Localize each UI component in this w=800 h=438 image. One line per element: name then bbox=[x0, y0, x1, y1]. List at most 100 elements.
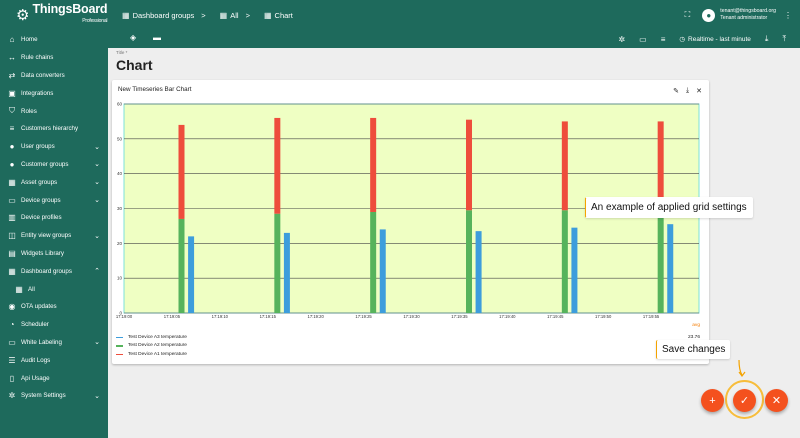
sidebar-item-ota-updates[interactable]: ◉ OTA updates bbox=[0, 298, 108, 316]
sidebar-item-entity-view-groups[interactable]: ◫ Entity view groups ⌄ bbox=[0, 227, 108, 245]
sidebar-item-widgets-library[interactable]: ▤ Widgets Library bbox=[0, 245, 108, 263]
sidebar-item-system-settings[interactable]: ✲ System Settings ⌄ bbox=[0, 387, 108, 405]
device-profile-icon: ▥ bbox=[8, 213, 16, 223]
x-tick-label: 17:19:15 bbox=[260, 314, 277, 319]
apply-changes-button[interactable]: ✓ bbox=[733, 389, 756, 412]
entity-aliases-icon[interactable]: ▭ bbox=[639, 34, 647, 44]
widgets-icon: ▤ bbox=[8, 248, 16, 258]
x-tick-label: 17:19:40 bbox=[499, 314, 516, 319]
y-tick-label: 50 bbox=[117, 136, 123, 141]
sidebar-nav: ⌂ Home ↔ Rule chains ⇄ Data converters ▣ Integr… bbox=[0, 31, 108, 405]
sidebar-item-home[interactable]: ⌂ Home bbox=[0, 31, 108, 49]
chevron-down-icon[interactable]: ⌄ bbox=[94, 161, 100, 169]
asset-icon: ▦ bbox=[8, 177, 16, 187]
close-icon[interactable]: ✕ bbox=[696, 88, 702, 95]
x-tick-label: 17:19:55 bbox=[643, 314, 660, 319]
chevron-up-icon[interactable]: ⌃ bbox=[94, 268, 100, 276]
bar-a2 bbox=[561, 210, 568, 313]
bar-a1 bbox=[274, 117, 281, 214]
legend-avg-header: avg bbox=[692, 323, 700, 328]
chevron-down-icon[interactable]: ⌄ bbox=[94, 179, 100, 187]
sidebar-item-rule-chains[interactable]: ↔ Rule chains bbox=[0, 49, 108, 67]
layouts-icon[interactable]: ▬ bbox=[153, 33, 161, 42]
sidebar-item-label: Data converters bbox=[21, 71, 65, 79]
sidebar-item-user-groups[interactable]: ● User groups ⌄ bbox=[0, 138, 108, 156]
legend-entry[interactable]: Test Device A3 temperature 23.76 bbox=[116, 333, 703, 342]
sidebar-item-label: White Labeling bbox=[21, 338, 62, 346]
bar-a3 bbox=[188, 236, 195, 313]
sidebar-item-device-profiles[interactable]: ▥ Device profiles bbox=[0, 209, 108, 227]
edit-icon[interactable]: ✎ bbox=[673, 88, 680, 95]
hierarchy-icon: ≡ bbox=[9, 124, 15, 134]
sidebar-item-roles[interactable]: ⛉ Roles bbox=[0, 102, 108, 120]
sidebar-item-device-groups[interactable]: ▭ Device groups ⌄ bbox=[0, 191, 108, 209]
y-tick-label: 10 bbox=[117, 276, 123, 281]
add-widget-button[interactable]: + bbox=[701, 389, 724, 412]
breadcrumb-item[interactable]: Dashboard groups bbox=[132, 10, 195, 20]
widget-card[interactable]: New Timeseries Bar Chart ✎ ⤓ ✕ 0 10 20 30 40… bbox=[112, 80, 709, 364]
download-icon[interactable]: ⤓ bbox=[764, 34, 769, 43]
x-tick-label: 17:19:30 bbox=[403, 314, 420, 319]
timewindow-button[interactable]: ◷ Realtime - last minute bbox=[679, 35, 751, 44]
bar-a1 bbox=[370, 117, 377, 212]
title-field-label: Title * bbox=[116, 50, 128, 55]
legend-avg-value: 23.76 bbox=[687, 334, 700, 340]
y-tick-label: 40 bbox=[117, 171, 123, 176]
sidebar-item-label: Integrations bbox=[21, 89, 54, 97]
chevron-down-icon[interactable]: ⌄ bbox=[94, 197, 100, 205]
settings-gear-icon[interactable]: ✲ bbox=[618, 34, 626, 44]
home-icon: ⌂ bbox=[9, 35, 15, 45]
legend-swatch bbox=[116, 336, 123, 339]
x-tick-label: 17:19:35 bbox=[451, 314, 468, 319]
sidebar-item-audit-logs[interactable]: ☰ Audit Logs bbox=[0, 351, 108, 369]
sidebar: ⚙ ThingsBoard Professional ⌂ Home ↔ Rule ch… bbox=[0, 0, 108, 438]
avatar[interactable]: ● bbox=[702, 8, 716, 22]
scheduler-icon: ◔ bbox=[9, 320, 15, 330]
breadcrumb-item[interactable]: Chart bbox=[274, 10, 293, 20]
sidebar-item-label: Device groups bbox=[21, 196, 61, 204]
legend-entry[interactable]: Test Device A1 temperature bbox=[116, 350, 703, 359]
breadcrumb: ▦ Dashboard groups > ▦ All > ▦ Chart bbox=[108, 11, 293, 20]
logo-name: ThingsBoard bbox=[32, 2, 108, 16]
user-icon: ● bbox=[9, 142, 15, 152]
sidebar-item-dashboard-groups[interactable]: ▦ Dashboard groups ⌃ bbox=[0, 262, 108, 280]
breadcrumb-separator: > bbox=[245, 10, 250, 20]
sidebar-item-customer-groups[interactable]: ● Customer groups ⌄ bbox=[0, 156, 108, 174]
sidebar-item-all[interactable]: ▦ All bbox=[0, 280, 108, 298]
sidebar-item-label: Audit Logs bbox=[21, 356, 51, 364]
title-input[interactable]: Chart bbox=[116, 57, 153, 73]
chevron-down-icon[interactable]: ⌄ bbox=[94, 232, 100, 240]
chevron-down-icon[interactable]: ⌄ bbox=[94, 143, 100, 151]
converter-icon: ⇄ bbox=[8, 70, 16, 80]
legend-entry[interactable]: Test Device A2 temperature bbox=[116, 342, 703, 351]
sidebar-item-scheduler[interactable]: ◔ Scheduler bbox=[0, 316, 108, 334]
legend-label: Test Device A2 temperature bbox=[128, 343, 187, 349]
sidebar-item-asset-groups[interactable]: ▦ Asset groups ⌄ bbox=[0, 173, 108, 191]
dashboard-icon: ▦ bbox=[263, 10, 272, 20]
more-menu-icon[interactable]: ⋮ bbox=[784, 10, 792, 20]
device-icon: ▭ bbox=[8, 195, 16, 205]
gear-icon: ✲ bbox=[8, 391, 16, 401]
chevron-down-icon[interactable]: ⌄ bbox=[94, 392, 100, 400]
thingsboard-logo-icon: ⚙ bbox=[16, 7, 30, 24]
logo[interactable]: ⚙ ThingsBoard Professional bbox=[0, 0, 108, 30]
chart-legend: avg Test Device A3 temperature 23.76 Test … bbox=[116, 323, 703, 359]
widget-download-icon[interactable]: ⤓ bbox=[686, 87, 690, 94]
sidebar-item-white-labeling[interactable]: ▭ White Labeling ⌄ bbox=[0, 334, 108, 352]
filter-icon[interactable]: ≡ bbox=[660, 34, 666, 44]
sidebar-item-api-usage[interactable]: ▯ Api Usage bbox=[0, 369, 108, 387]
logo-edition: Professional bbox=[82, 18, 108, 24]
y-tick-label: 0 bbox=[119, 311, 122, 316]
layers-icon[interactable]: ◈ bbox=[130, 33, 137, 42]
cancel-changes-button[interactable]: ✕ bbox=[765, 389, 788, 412]
sidebar-item-data-converters[interactable]: ⇄ Data converters bbox=[0, 67, 108, 85]
sidebar-item-label: Scheduler bbox=[21, 321, 49, 329]
chevron-down-icon[interactable]: ⌄ bbox=[94, 339, 100, 347]
dashboard-icon: ▦ bbox=[219, 10, 228, 20]
fullscreen-icon[interactable]: ⛶ bbox=[684, 10, 691, 19]
breadcrumb-item[interactable]: All bbox=[230, 10, 239, 20]
sidebar-item-label: Device profiles bbox=[21, 214, 62, 222]
sidebar-item-customers-hierarchy[interactable]: ≡ Customers hierarchy bbox=[0, 120, 108, 138]
upload-icon[interactable]: ⤒ bbox=[782, 34, 786, 43]
sidebar-item-integrations[interactable]: ▣ Integrations bbox=[0, 84, 108, 102]
